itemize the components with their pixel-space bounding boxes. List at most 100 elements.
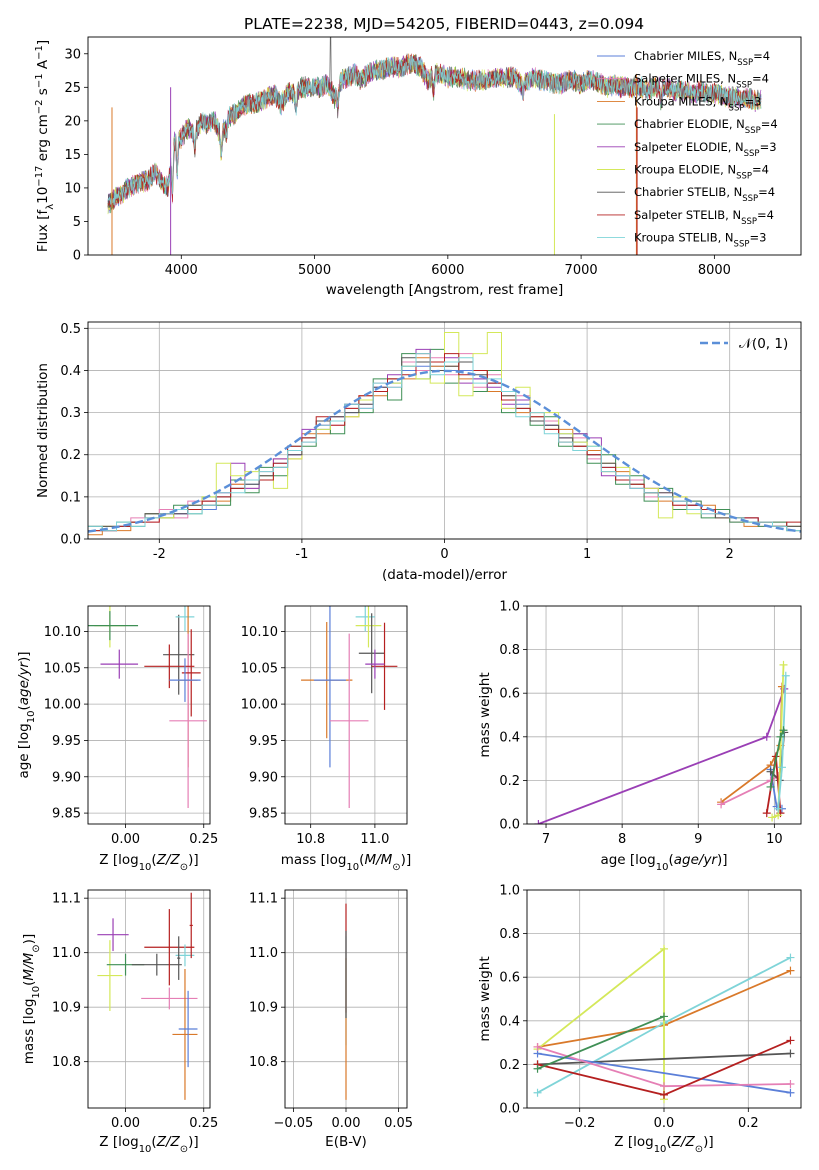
weight-age-marker-6-0 bbox=[768, 813, 777, 822]
age-z-ylabel: age [log10(age/yr)] bbox=[16, 651, 37, 778]
mass-z-ytick-label-2: 11.0 bbox=[52, 946, 81, 961]
spectrum-frame bbox=[87, 36, 802, 256]
spectrum-ytick-label-1: 5 bbox=[73, 215, 81, 230]
weight-age-ytick-label-2: 0.4 bbox=[499, 730, 520, 745]
weight-z-marker-0-2 bbox=[786, 966, 795, 975]
mass-z-ytick-label-3: 11.1 bbox=[52, 892, 81, 907]
weight-age-ytick-label-1: 0.2 bbox=[499, 774, 520, 789]
residual-xtick-label-0: -2 bbox=[153, 547, 166, 562]
residual-ytick-label-1: 0.1 bbox=[60, 490, 81, 505]
spectrum-title: PLATE=2238, MJD=54205, FIBERID=0443, z=0… bbox=[244, 15, 644, 33]
mass-z-ylabel: mass [log10(M/M⊙)] bbox=[21, 934, 42, 1064]
age-z-xtick-label-0: 0.00 bbox=[111, 832, 140, 847]
age-mass-frame bbox=[284, 605, 408, 825]
weight-age-xlabel: age [log10(age/yr)] bbox=[600, 852, 727, 873]
weight-age-xtick-label-0: 7 bbox=[542, 832, 550, 847]
residual-xtick-label-3: 1 bbox=[583, 547, 591, 562]
age-z-ytick-label-1: 9.90 bbox=[52, 770, 81, 785]
spectrum-xlabel: wavelength [Angstrom, rest frame] bbox=[326, 282, 564, 298]
residual-ytick-label-4: 0.4 bbox=[60, 364, 81, 379]
weight-age-marker-2-0 bbox=[717, 800, 726, 809]
age-z-points bbox=[88, 606, 207, 809]
spectrum-ytick-label-4: 20 bbox=[64, 114, 81, 129]
mass-z-ytick-label-0: 10.8 bbox=[52, 1055, 81, 1070]
weight-z-marker-6-1 bbox=[660, 1090, 668, 1099]
age-mass-ytick-label-4: 10.05 bbox=[241, 661, 278, 676]
weight-z-series-3 bbox=[537, 1052, 791, 1066]
weight-age-ylabel: mass weight bbox=[477, 672, 493, 757]
weight-z-ytick-label-0: 0.0 bbox=[499, 1102, 520, 1117]
weight-z-xtick-label-1: 0.0 bbox=[654, 1116, 675, 1131]
weight-z-marker-7-1 bbox=[660, 1012, 668, 1021]
residual-ylabel: Normed distribution bbox=[35, 363, 51, 498]
mass-ebv-ytick-label-3: 11.1 bbox=[249, 892, 278, 907]
weight-z-marker-5-1 bbox=[660, 1082, 668, 1091]
spectrum-xtick-label-2: 6000 bbox=[431, 263, 464, 278]
weight-age-marker-6-2 bbox=[779, 660, 788, 669]
weight-age-marker-8-0 bbox=[766, 782, 775, 791]
legend-label-0: Chabrier MILES, NSSP=4 bbox=[634, 49, 770, 68]
weight-z-ytick-label-5: 1.0 bbox=[499, 884, 520, 899]
residual-ytick-label-3: 0.3 bbox=[60, 406, 81, 421]
residual-xtick-label-2: 0 bbox=[440, 547, 448, 562]
weight-age-marker-8-1 bbox=[776, 732, 785, 741]
weight-z-ytick-label-1: 0.2 bbox=[499, 1058, 520, 1073]
mass-z-points bbox=[97, 892, 198, 1100]
weight-z-xtick-label-0: −0.2 bbox=[564, 1116, 596, 1131]
age-z-ytick-label-4: 10.05 bbox=[44, 661, 81, 676]
weight-age-ytick-label-3: 0.6 bbox=[499, 687, 520, 702]
weight-age-xtick-label-2: 9 bbox=[694, 832, 702, 847]
age-z-ytick-label-0: 9.85 bbox=[52, 807, 81, 822]
weight-z-ytick-label-4: 0.8 bbox=[499, 927, 520, 942]
weight-age-ytick-label-0: 0.0 bbox=[499, 818, 520, 833]
age-mass-ytick-label-2: 9.95 bbox=[249, 734, 278, 749]
histogram-steps bbox=[88, 332, 801, 539]
weight-age-marker-0-0 bbox=[534, 820, 543, 824]
spectrum-ytick-label-2: 10 bbox=[64, 181, 81, 196]
residual-xtick-label-4: 2 bbox=[726, 547, 734, 562]
age-z-ytick-label-3: 10.00 bbox=[44, 698, 81, 713]
spectrum-ylabel: Flux [fλ10−17 erg cm−2 s−1 A−1] bbox=[34, 40, 56, 252]
spectrum-line-8 bbox=[107, 55, 762, 208]
weight-z-lines bbox=[533, 944, 795, 1104]
weight-z-marker-3-1 bbox=[786, 1049, 795, 1058]
spectrum-ytick-label-6: 30 bbox=[64, 47, 81, 62]
legend-label-7: Salpeter STELIB, NSSP=4 bbox=[634, 208, 774, 227]
histogram-series-8 bbox=[88, 353, 801, 539]
weight-z-ytick-label-2: 0.4 bbox=[499, 1014, 520, 1029]
legend-label-6: Chabrier STELIB, NSSP=4 bbox=[634, 185, 775, 204]
weight-z-marker-1-2 bbox=[786, 953, 795, 962]
weight-z-ylabel: mass weight bbox=[477, 956, 493, 1041]
weight-age-lines bbox=[534, 660, 790, 824]
legend-label-5: Kroupa ELODIE, NSSP=4 bbox=[634, 163, 769, 182]
mass-ebv-xtick-label-0: −0.05 bbox=[273, 1116, 313, 1131]
residual-ytick-label-5: 0.5 bbox=[60, 322, 81, 337]
legend-label-8: Kroupa STELIB, NSSP=3 bbox=[634, 231, 766, 250]
weight-z-marker-7-0 bbox=[533, 1064, 542, 1073]
weight-age-marker-7-2 bbox=[781, 671, 790, 680]
mass-ebv-xtick-label-2: 0.05 bbox=[384, 1116, 413, 1131]
weight-z-xtick-label-2: 0.2 bbox=[738, 1116, 759, 1131]
weight-z-marker-4-1 bbox=[786, 1088, 795, 1097]
mass-ebv-xlabel: E(B-V) bbox=[325, 1134, 367, 1150]
age-mass-ytick-label-3: 10.00 bbox=[241, 698, 278, 713]
residual-ytick-label-0: 0.0 bbox=[60, 533, 81, 548]
weight-z-ytick-label-3: 0.6 bbox=[499, 971, 520, 986]
weight-age-marker-0-1 bbox=[762, 732, 771, 741]
weight-age-frame bbox=[526, 605, 802, 825]
mass-z-xlabel: Z [log10(Z/Z⊙)] bbox=[99, 1134, 198, 1155]
weight-age-marker-7-0 bbox=[774, 804, 783, 813]
residual-frame bbox=[87, 321, 802, 540]
age-mass-ytick-label-1: 9.90 bbox=[249, 770, 278, 785]
residual-xlabel: (data-model)/error bbox=[382, 567, 508, 583]
mass-z-ytick-label-1: 10.9 bbox=[52, 1001, 81, 1016]
age-z-frame bbox=[87, 605, 211, 825]
weight-z-series-7 bbox=[537, 1015, 665, 1070]
legend-label-2: Kroupa MILES, NSSP=3 bbox=[634, 94, 761, 113]
legend-label-1: Salpeter MILES, NSSP=4 bbox=[634, 72, 769, 91]
spectrum-xtick-label-4: 8000 bbox=[698, 263, 731, 278]
spectrum-xtick-label-0: 4000 bbox=[165, 263, 198, 278]
mass-ebv-ytick-label-2: 11.0 bbox=[249, 946, 278, 961]
weight-age-marker-5-0 bbox=[762, 809, 771, 818]
